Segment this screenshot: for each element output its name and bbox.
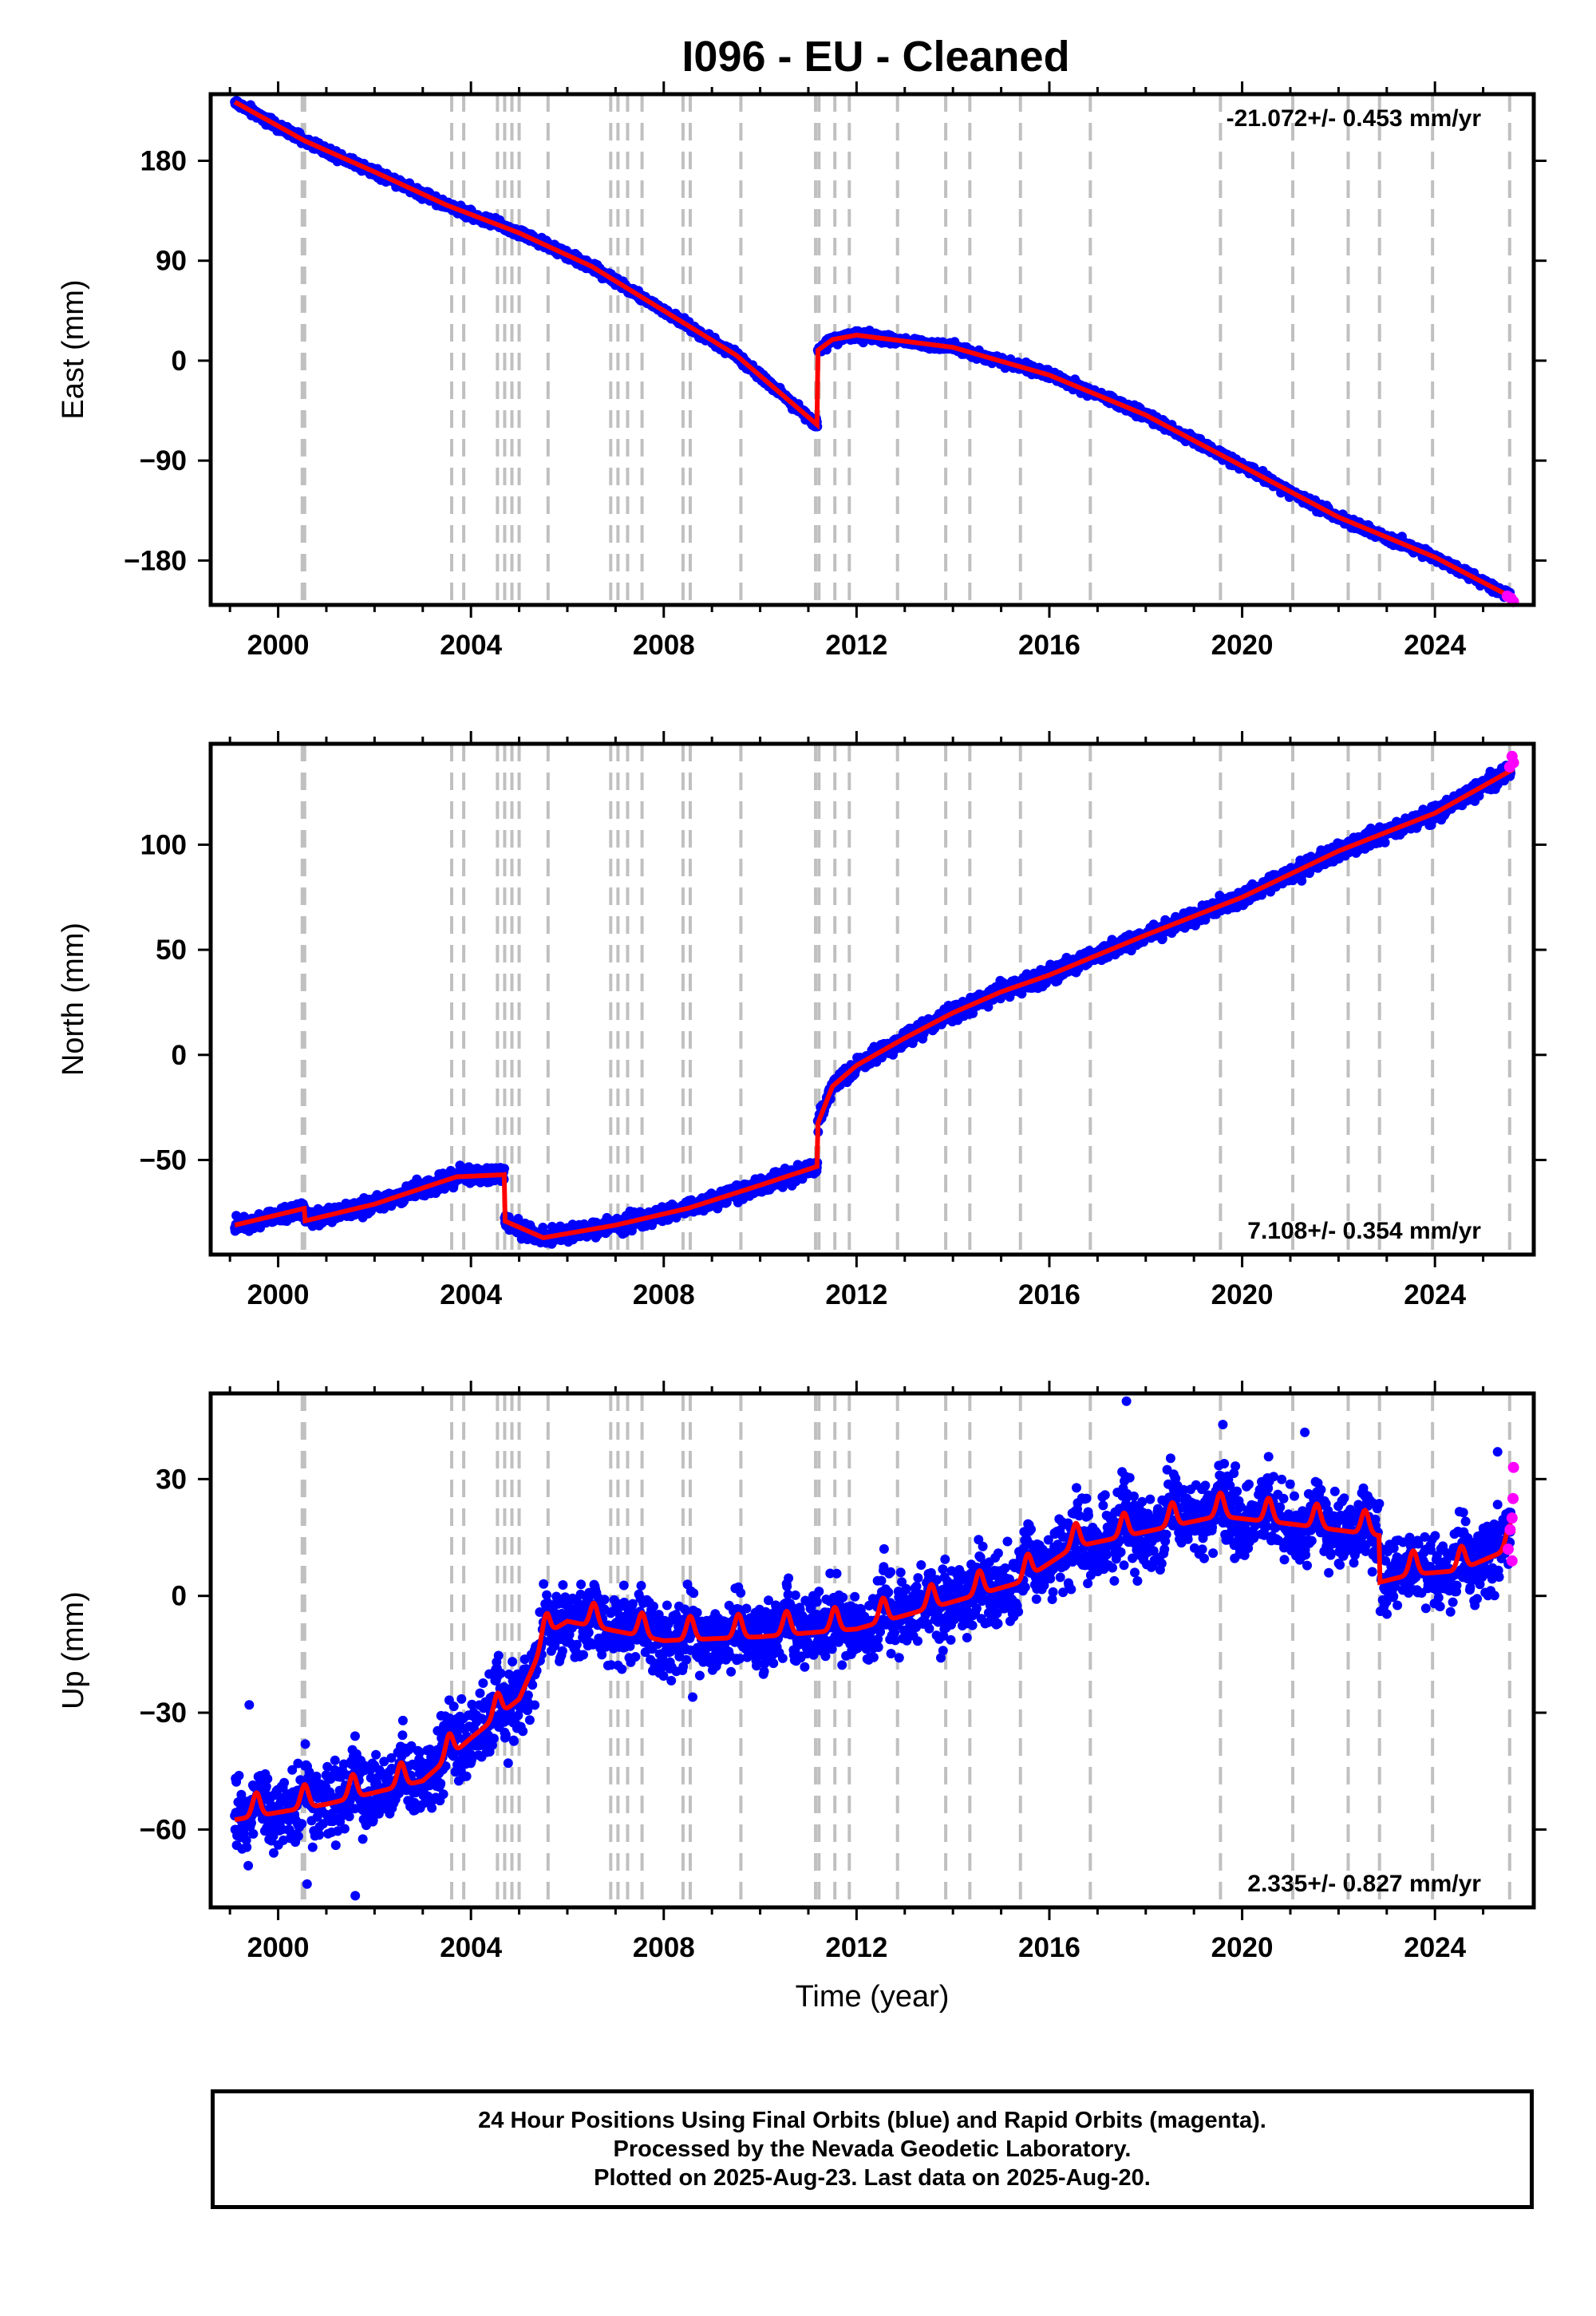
- rate-label: -21.072+/- 0.453 mm/yr: [1227, 105, 1482, 132]
- y-tick-label: 90: [156, 246, 187, 277]
- x-tick-label: 2008: [633, 630, 695, 661]
- y-tick-label: 0: [172, 346, 187, 377]
- y-axis-label: East (mm): [57, 279, 90, 419]
- x-tick-label: 2012: [825, 630, 887, 661]
- daily-positions: [230, 761, 1516, 1249]
- x-tick-label: 2004: [440, 630, 502, 661]
- y-tick-label: −180: [124, 545, 187, 576]
- plot-frame: [208, 92, 1536, 607]
- chart-panels: 2000 2004 2008 2012 2016 2020 2024 −180 −90 0 90 18…: [57, 81, 1547, 2014]
- x-tick-label: 2024: [1404, 630, 1466, 661]
- y-tick-label: 180: [140, 145, 187, 176]
- page-title: I096 - EU - Cleaned: [681, 33, 1070, 81]
- model-line: [233, 100, 1515, 601]
- panel-north: 2000 2004 2008 2012 2016 2020 2024−50050100Nor…: [57, 731, 1547, 1310]
- x-tick-label: 2016: [1018, 630, 1080, 661]
- x-tick-label: 2000: [247, 630, 310, 661]
- daily-positions: [230, 96, 1516, 603]
- position-point: [500, 1164, 509, 1174]
- y-tick-label: −90: [140, 445, 187, 476]
- x-tick-label: 2020: [1211, 630, 1274, 661]
- panel-east: 2000 2004 2008 2012 2016 2020 2024 −180 −90 0 90 18…: [57, 81, 1547, 661]
